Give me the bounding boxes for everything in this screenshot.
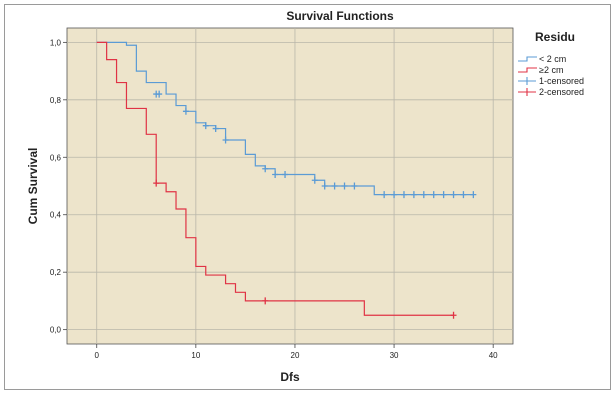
censor-mark-series-2 bbox=[450, 311, 457, 319]
censor-mark-series-2 bbox=[262, 297, 269, 305]
x-axis-label: Dfs bbox=[280, 370, 300, 384]
censor-mark-series-1 bbox=[212, 125, 219, 133]
chart-title: Survival Functions bbox=[286, 9, 394, 23]
legend-swatch-censor-2 bbox=[518, 88, 536, 96]
y-tick-label: 1,0 bbox=[50, 38, 62, 47]
censor-mark-series-1 bbox=[391, 191, 398, 199]
legend-entry-label: < 2 cm bbox=[539, 54, 566, 64]
censor-mark-series-1 bbox=[470, 191, 477, 199]
grid-lines bbox=[67, 28, 513, 344]
plot-area bbox=[66, 27, 514, 345]
x-tick-label: 0 bbox=[95, 351, 100, 360]
censor-mark-series-1 bbox=[420, 191, 427, 199]
y-tick-label: 0,0 bbox=[50, 326, 62, 335]
censor-mark-series-1 bbox=[262, 165, 269, 173]
censor-mark-series-1 bbox=[156, 90, 163, 98]
legend-swatch-step-2 bbox=[518, 67, 537, 73]
x-tick-label: 20 bbox=[291, 351, 300, 360]
censor-mark-series-1 bbox=[272, 171, 279, 179]
survival-curve-series-2 bbox=[96, 41, 454, 316]
censor-mark-series-1 bbox=[460, 191, 467, 199]
censor-mark-series-1 bbox=[400, 191, 407, 199]
y-tick-label: 0,4 bbox=[50, 211, 62, 220]
censor-mark-series-1 bbox=[430, 191, 437, 199]
censor-mark-series-1 bbox=[351, 182, 358, 190]
legend-swatch-censor-1 bbox=[518, 77, 536, 85]
censor-mark-series-1 bbox=[440, 191, 447, 199]
y-axis-label: Cum Survival bbox=[26, 148, 40, 225]
censor-mark-series-1 bbox=[282, 171, 289, 179]
legend-entry-label: 1-censored bbox=[539, 76, 584, 86]
censor-mark-series-2 bbox=[153, 179, 160, 187]
legend-entry-label: 2-censored bbox=[539, 87, 584, 97]
censor-mark-series-1 bbox=[341, 182, 348, 190]
censor-mark-series-1 bbox=[321, 182, 328, 190]
legend-entry-label: ≥2 cm bbox=[539, 65, 563, 75]
censor-mark-series-1 bbox=[222, 136, 229, 144]
censor-mark-series-1 bbox=[450, 191, 457, 199]
y-tick-label: 0,2 bbox=[50, 268, 62, 277]
censor-mark-series-1 bbox=[381, 191, 388, 199]
censor-mark-series-1 bbox=[182, 107, 189, 115]
x-tick-label: 30 bbox=[390, 351, 399, 360]
censor-marks bbox=[153, 90, 477, 319]
tick-labels: 0 10 20 30 40 0,0 0,2 0,4 0,6 0,8 1,0 bbox=[50, 38, 498, 360]
censor-mark-series-1 bbox=[311, 176, 318, 184]
legend-swatch-step-1 bbox=[518, 56, 537, 62]
y-tick-label: 0,6 bbox=[50, 153, 62, 162]
axes bbox=[63, 41, 494, 348]
censor-mark-series-1 bbox=[202, 122, 209, 130]
legend-title: Residu bbox=[535, 30, 575, 44]
censor-mark-series-1 bbox=[410, 191, 417, 199]
x-tick-label: 10 bbox=[191, 351, 200, 360]
y-tick-label: 0,8 bbox=[50, 96, 62, 105]
censor-mark-series-1 bbox=[331, 182, 338, 190]
x-tick-label: 40 bbox=[489, 351, 498, 360]
